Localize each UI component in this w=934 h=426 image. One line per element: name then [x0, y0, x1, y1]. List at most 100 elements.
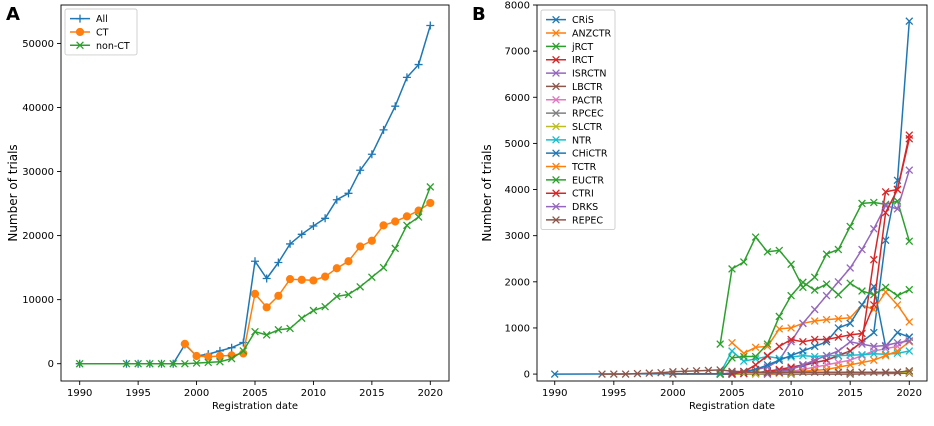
panel-b-irct-point: [881, 187, 890, 196]
panel-a-legend: All CT non-CT: [64, 8, 138, 56]
panel-b-euctr-point: [834, 290, 843, 299]
panel-b-chictr-point: [858, 301, 866, 309]
panel-b-repec-point: [692, 366, 701, 375]
panel-b-legend-item-drks: DRKS: [546, 202, 598, 213]
panel-b-tctr-point: [846, 360, 855, 369]
panel-a-non-ct-point: [274, 325, 283, 334]
panel-b-anzctr-point: [834, 314, 843, 323]
panel-b-repec-point: [680, 367, 689, 376]
panel-b-legend-item-cris: CRiS: [546, 15, 594, 26]
panel-b-legend-marker: [552, 216, 560, 224]
panel-a-non-ct-point: [379, 263, 388, 272]
panel-a-non-ct-point: [75, 359, 84, 368]
panel-a-legend-marker: [75, 27, 85, 37]
panel-a-all-point: [414, 60, 423, 69]
panel-a-all-point: [286, 239, 295, 248]
panel-b-legend-label: SLCTR: [572, 122, 603, 133]
panel-b-drks-point: [869, 342, 878, 351]
panel-b-euctr-point: [905, 285, 914, 294]
panel-a-ct-point: [356, 242, 365, 251]
panel-b-euctr-point: [810, 286, 819, 294]
panel-b-ntr-point: [728, 347, 736, 355]
panel-b-repec-point: [739, 367, 748, 376]
panel-b-jrct-point: [751, 233, 760, 241]
panel-b-euctr-point: [822, 280, 831, 288]
panel-a-ct-point: [250, 289, 260, 298]
panel-b-legend-item-irct: IRCT: [546, 55, 594, 66]
panel-b-ctri-point: [775, 342, 784, 351]
panel-b-x-axis-title: Registration date: [689, 401, 775, 412]
panel-a-legend-box: [64, 8, 138, 56]
panel-b-drks-point: [810, 356, 819, 365]
panel-b-euctr-point: [799, 278, 807, 287]
panel-b-ntr-point: [846, 351, 855, 360]
panel-a-non-ct-point: [251, 327, 259, 336]
panel-b-legend-marker: [552, 189, 560, 198]
panel-b-drks-point: [822, 351, 831, 360]
panel-a-chart: 1990 1995 2000 2005 2010 2015 2020 0 10000 20000 3…: [6, 4, 450, 412]
panel-b-legend-label: LBCTR: [572, 82, 603, 93]
panel-a-non-ct-line: [79, 186, 431, 365]
panel-a-ct-point: [180, 339, 189, 348]
panel-b-chictr-point: [550, 370, 559, 378]
panel-b-ctri-point: [846, 331, 855, 339]
panel-b-jrct-point: [739, 258, 748, 266]
panel-b-cris-point: [881, 236, 890, 245]
panel-b-legend-label: CTRI: [572, 189, 594, 200]
panel-b-anzctr-point: [751, 343, 760, 352]
panel-a-x-tick-label: 1990: [67, 388, 92, 399]
panel-b-legend-item-tctr: TCTR: [546, 162, 597, 173]
panel-b-repec-point: [846, 368, 855, 377]
panel-a-all-point: [321, 214, 330, 223]
panel-b-legend-item-slctr: SLCTR: [546, 122, 603, 133]
panel-b-euctr-point: [787, 291, 795, 300]
panel-a-non-ct-point: [157, 359, 166, 368]
panel-a-non-ct-point: [344, 290, 353, 299]
panel-b-legend-marker: [552, 42, 560, 51]
panel-b-chictr-point: [810, 342, 819, 351]
panel-b-euctr-point: [739, 352, 748, 361]
panel-b-jrct-point: [728, 265, 736, 273]
panel-a-ct-point: [344, 257, 353, 266]
panel-b-legend-item-jrct: jRCT: [546, 42, 593, 53]
panel-b-ctri-point: [905, 134, 914, 143]
panel-a-y-tick-label: 30000: [22, 167, 54, 178]
panel-a-non-ct-point: [134, 359, 142, 368]
panel-a-non-ct-point: [192, 359, 201, 367]
panel-b-drks-point: [763, 370, 772, 378]
panel-b-drks-point: [858, 340, 866, 348]
panel-b-legend-marker: [552, 135, 560, 144]
panel-b-isrctn-point: [810, 305, 819, 314]
panel-b-tctr-point: [799, 367, 807, 376]
panel-b-repec-point: [751, 368, 760, 377]
panel-b-anzctr-point: [822, 315, 831, 324]
panel-b-legend-item-repec: REPEC: [546, 215, 603, 226]
panel-b-anzctr-point: [728, 338, 736, 347]
panel-a-legend-item-ct: CT: [70, 27, 109, 38]
panel-b-jrct-point: [869, 198, 878, 207]
panel-a-y-tick-label: 0: [48, 359, 54, 370]
panel-b-ctri-point: [799, 337, 807, 346]
panel-b-repec-point: [763, 368, 772, 377]
panel-a-non-ct-point: [204, 358, 213, 367]
panel-a-non-ct-point: [169, 359, 178, 368]
panel-b-legend-label: CHiCTR: [572, 149, 608, 160]
panel-b-anzctr-point: [739, 349, 748, 358]
panel-b-legend-label: IRCT: [572, 55, 594, 66]
panel-b-repec-point: [645, 369, 654, 378]
panel-b-repec-point: [669, 367, 677, 376]
panel-b-legend-label: TCTR: [571, 162, 597, 173]
panel-b-x-tick-label: 2020: [897, 388, 922, 399]
panel-b-isrctn-point: [763, 363, 772, 372]
panel-a-all-point: [426, 21, 435, 30]
panel-b-isrctn-point: [822, 291, 831, 300]
panel-a-non-ct-point: [426, 183, 435, 191]
panel-b-y-tick-label: 2000: [505, 277, 530, 288]
panel-b-chictr-point: [775, 356, 784, 365]
panel-b-x-tick-label: 2015: [837, 388, 862, 399]
panel-a-x-tick-label: 2010: [301, 388, 326, 399]
panel-b-repec-point: [633, 369, 642, 378]
panel-b-isrctn-point: [834, 277, 843, 286]
panel-b-repec-point: [775, 368, 784, 377]
